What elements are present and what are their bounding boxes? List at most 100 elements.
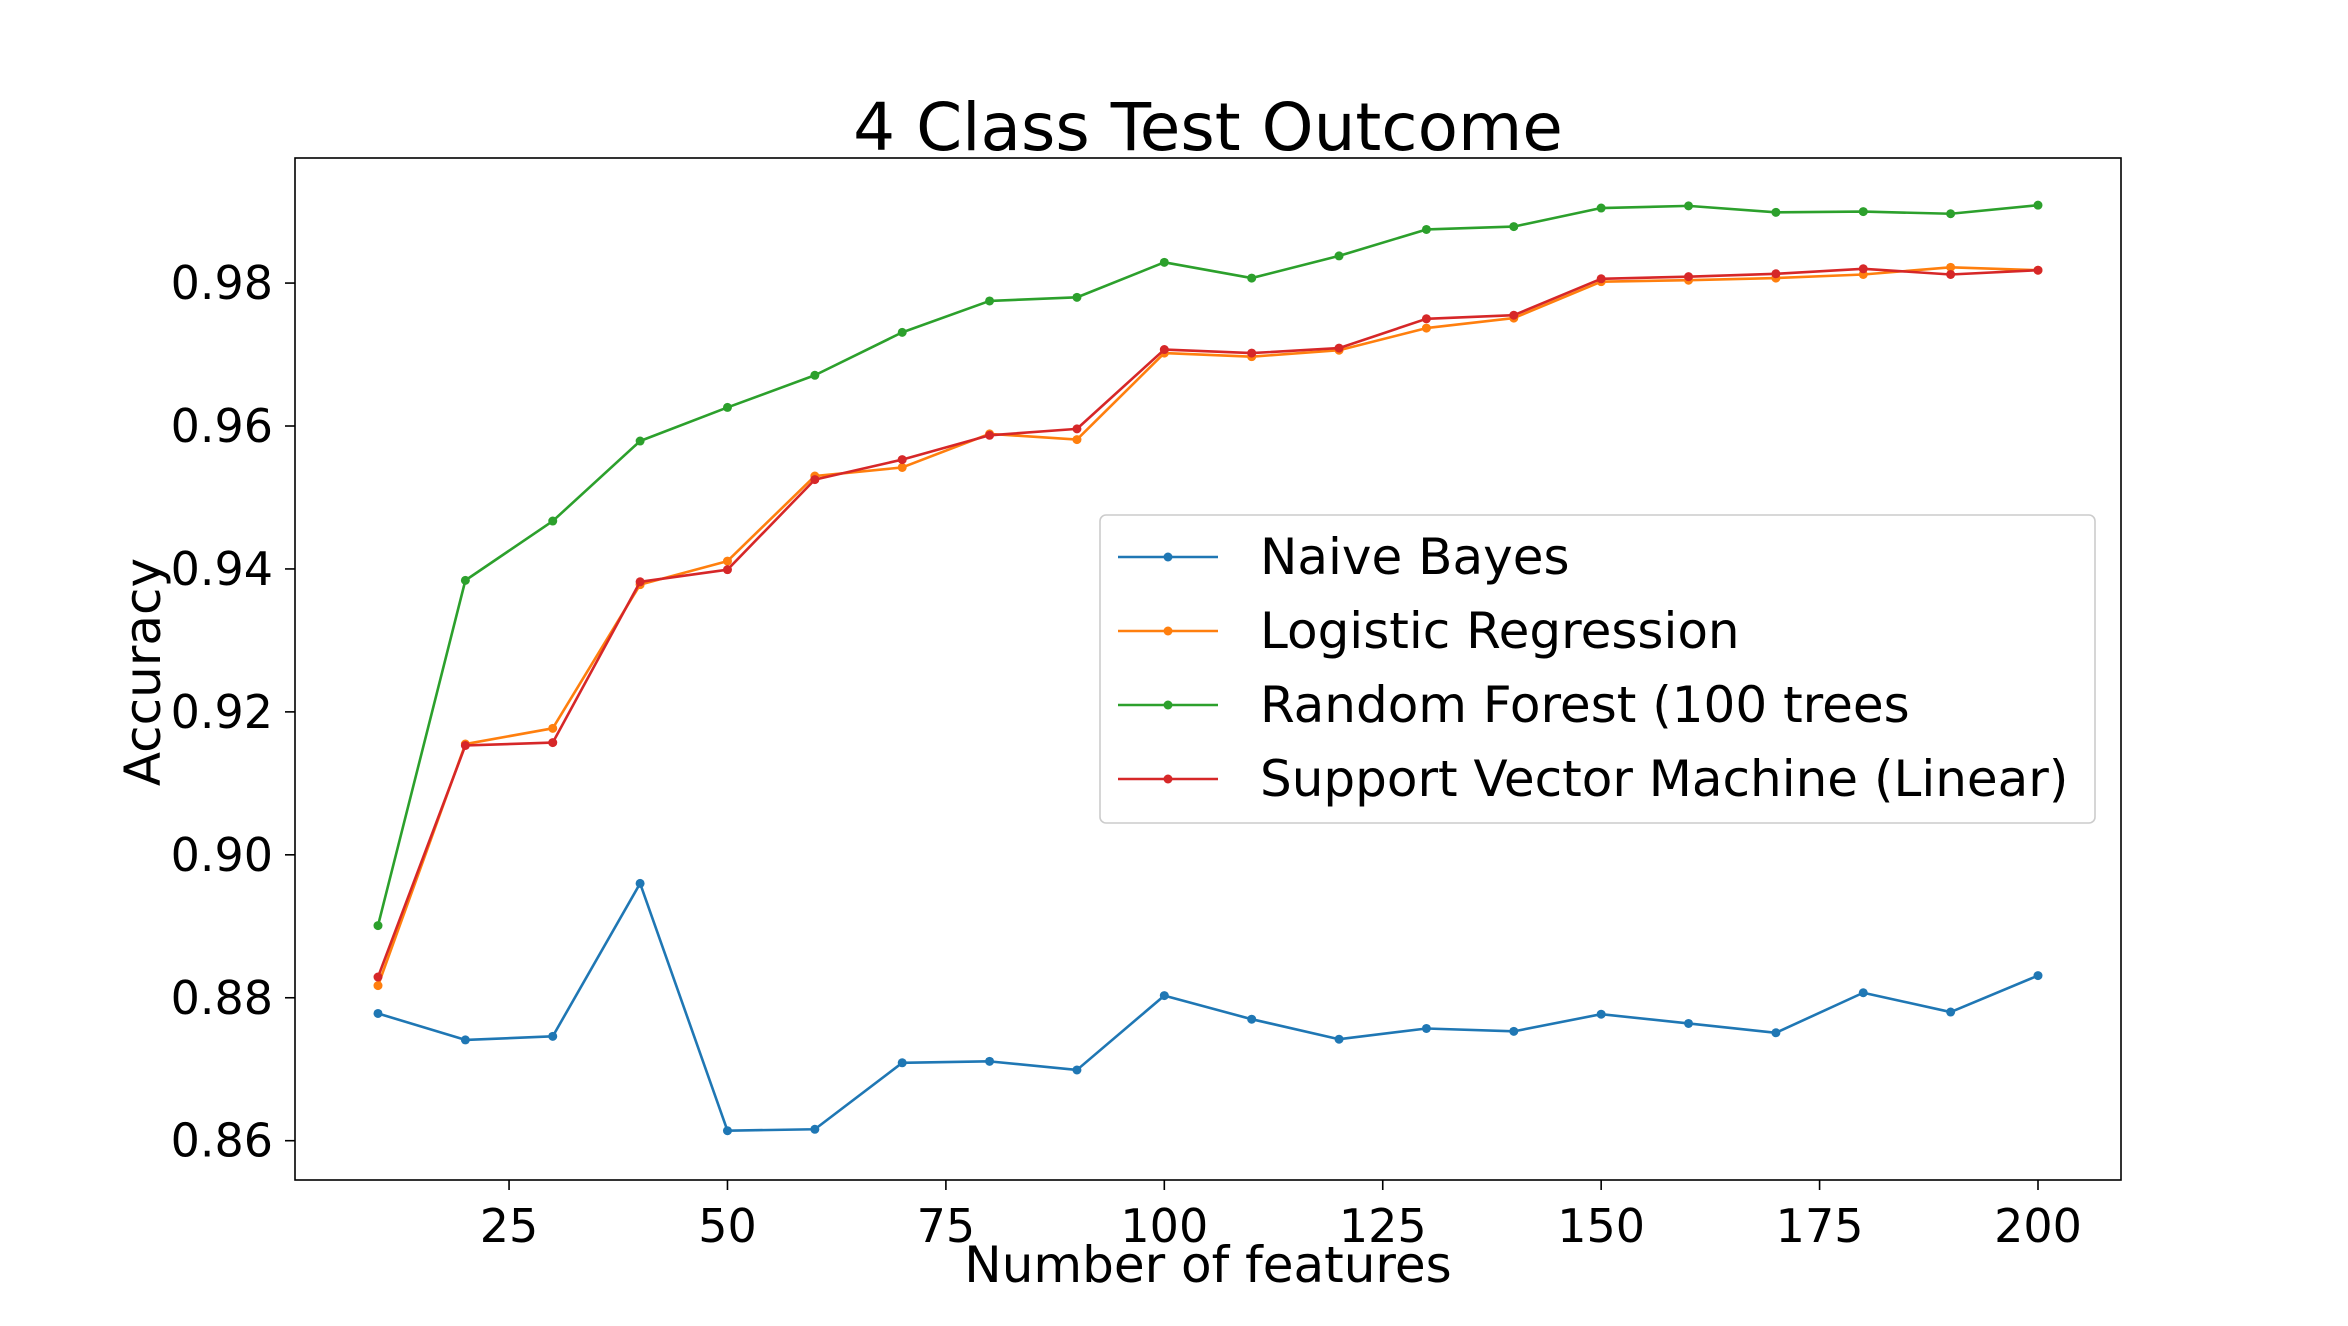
data-point-2-18 — [1946, 209, 1956, 219]
data-point-2-15 — [1684, 201, 1694, 211]
x-tick-label-6: 175 — [1776, 1199, 1864, 1253]
x-tick-label-3: 100 — [1120, 1199, 1208, 1253]
y-tick-label-5: 0.96 — [171, 399, 273, 453]
plot-frame — [294, 157, 2122, 1181]
data-point-2-1 — [460, 575, 470, 585]
data-point-3-5 — [810, 475, 820, 485]
y-axis-label: Accuracy — [114, 558, 172, 786]
data-point-1-0 — [373, 981, 383, 991]
data-point-3-9 — [1159, 345, 1169, 355]
data-point-2-8 — [1072, 292, 1082, 302]
y-tick-label-1: 0.88 — [171, 971, 273, 1025]
data-point-2-2 — [548, 516, 558, 526]
data-point-2-0 — [373, 921, 383, 931]
data-point-0-9 — [1159, 991, 1169, 1001]
legend: Naive Bayes Logistic Regression Random For… — [1099, 514, 2096, 824]
chart-title: 4 Class Test Outcome — [853, 89, 1563, 166]
data-point-3-11 — [1334, 343, 1344, 353]
data-point-3-18 — [1946, 269, 1956, 279]
legend-marker-0 — [1163, 552, 1173, 562]
data-point-0-13 — [1509, 1026, 1519, 1036]
plot-area — [373, 200, 2043, 1136]
legend-entry-0: Naive Bayes — [1118, 528, 1570, 586]
data-point-0-12 — [1421, 1023, 1431, 1033]
data-point-0-19 — [2033, 971, 2043, 981]
legend-marker-3 — [1163, 774, 1173, 784]
data-point-0-17 — [1858, 988, 1868, 998]
x-axis-label: Number of features — [964, 1236, 1451, 1294]
data-point-3-1 — [460, 740, 470, 750]
data-point-3-12 — [1421, 314, 1431, 324]
data-point-3-15 — [1684, 272, 1694, 282]
legend-box — [1099, 514, 2096, 824]
data-point-2-5 — [810, 370, 820, 380]
x-tick-label-1: 50 — [698, 1199, 757, 1253]
series-line-2 — [376, 203, 2039, 926]
data-point-3-2 — [548, 738, 558, 748]
legend-marker-2 — [1163, 700, 1173, 710]
series-0 — [373, 878, 2043, 1136]
data-point-2-19 — [2033, 200, 2043, 210]
data-point-2-12 — [1421, 224, 1431, 234]
data-point-2-4 — [722, 402, 732, 412]
data-point-2-10 — [1247, 273, 1257, 283]
data-point-3-14 — [1596, 274, 1606, 284]
x-tick-label-0: 25 — [480, 1199, 539, 1253]
data-point-3-19 — [2033, 265, 2043, 275]
legend-label-3: Support Vector Machine (Linear) — [1260, 750, 2068, 808]
x-tick-label-5: 150 — [1557, 1199, 1645, 1253]
data-point-0-18 — [1946, 1007, 1956, 1017]
legend-label-0: Naive Bayes — [1260, 528, 1570, 586]
data-point-3-0 — [373, 972, 383, 982]
y-tick-label-3: 0.92 — [171, 685, 273, 739]
data-point-0-16 — [1771, 1028, 1781, 1038]
data-point-3-7 — [985, 430, 995, 440]
data-point-1-4 — [722, 556, 732, 566]
data-point-2-11 — [1334, 251, 1344, 261]
series-line-3 — [376, 267, 2039, 978]
legend-label-1: Logistic Regression — [1260, 602, 1740, 660]
data-point-2-16 — [1771, 207, 1781, 217]
x-tick-label-7: 200 — [1994, 1199, 2082, 1253]
data-point-3-6 — [897, 455, 907, 465]
legend-label-2: Random Forest (100 trees — [1260, 676, 1910, 734]
data-point-0-5 — [810, 1124, 820, 1134]
y-tick-label-2: 0.90 — [171, 828, 273, 882]
data-point-2-3 — [635, 436, 645, 446]
legend-entry-1: Logistic Regression — [1118, 602, 1740, 660]
data-point-3-3 — [635, 577, 645, 587]
data-point-3-4 — [722, 565, 732, 575]
y-tick-label-6: 0.98 — [171, 256, 273, 310]
data-point-2-13 — [1509, 222, 1519, 232]
data-point-0-10 — [1247, 1014, 1257, 1024]
data-point-1-6 — [897, 462, 907, 472]
data-point-0-7 — [985, 1056, 995, 1066]
data-point-0-11 — [1334, 1034, 1344, 1044]
data-point-3-16 — [1771, 269, 1781, 279]
data-point-1-8 — [1072, 435, 1082, 445]
x-tick-label-2: 75 — [917, 1199, 976, 1253]
data-point-0-2 — [548, 1031, 558, 1041]
legend-entry-2: Random Forest (100 trees — [1118, 676, 1910, 734]
series-line-0 — [377, 882, 2039, 1132]
data-point-3-8 — [1072, 424, 1082, 434]
y-tick-label-0: 0.86 — [171, 1114, 273, 1168]
data-point-0-6 — [897, 1058, 907, 1068]
legend-marker-1 — [1163, 626, 1173, 636]
data-point-0-15 — [1684, 1018, 1694, 1028]
x-tick-label-4: 125 — [1339, 1199, 1427, 1253]
data-point-0-0 — [373, 1008, 383, 1018]
axes: 25 50 75 100 125 150 175 200 0.86 0.88 0.90 0.92 0.9… — [171, 157, 2122, 1253]
data-point-0-4 — [722, 1126, 732, 1136]
data-point-0-14 — [1596, 1009, 1606, 1019]
data-point-3-17 — [1858, 264, 1868, 274]
series-3 — [373, 264, 2043, 982]
data-point-2-6 — [897, 327, 907, 337]
data-point-0-8 — [1072, 1065, 1082, 1075]
y-tick-label-4: 0.94 — [171, 542, 273, 596]
data-point-3-13 — [1509, 310, 1519, 320]
data-point-0-1 — [460, 1035, 470, 1045]
data-point-2-7 — [985, 296, 995, 306]
